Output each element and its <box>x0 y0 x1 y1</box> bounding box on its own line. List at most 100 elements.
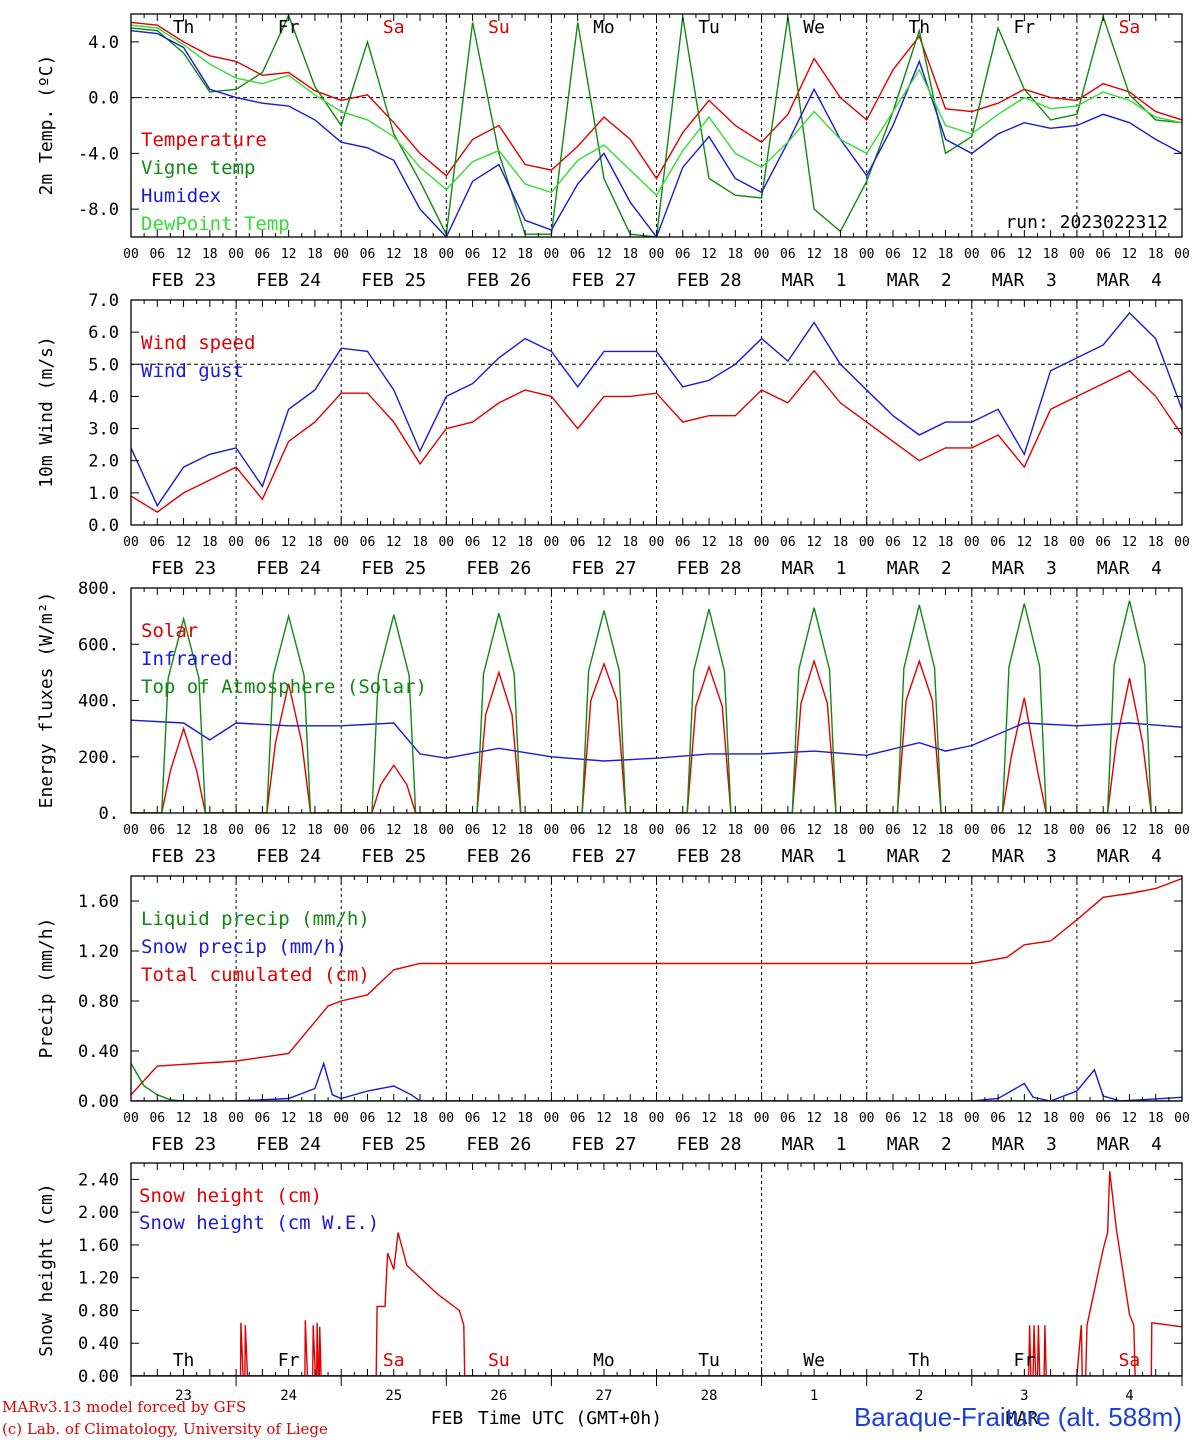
y-tick-label: 0.0 <box>88 516 119 536</box>
date-label: FEB 25 <box>361 558 426 579</box>
date-label: MAR 3 <box>992 270 1057 291</box>
hour-tick-label: 12 <box>491 823 507 838</box>
hour-tick-label: 18 <box>727 1111 743 1126</box>
hour-tick-label: 18 <box>622 1111 638 1126</box>
station-name: Baraque-Fraiture (alt. 588m) <box>853 1402 1182 1432</box>
hour-tick-label: 00 <box>438 535 454 550</box>
date-label: MAR 2 <box>887 270 952 291</box>
hour-tick-label: 00 <box>123 1111 139 1126</box>
date-label: MAR 3 <box>992 558 1057 579</box>
legend-entry: Infrared <box>141 648 233 670</box>
hour-tick-label: 18 <box>202 247 218 262</box>
weekday-label: Tu <box>698 17 720 38</box>
hour-tick-label: 00 <box>438 823 454 838</box>
weekday-label-bottom: Sa <box>383 1350 405 1371</box>
hour-tick-label: 12 <box>911 823 927 838</box>
hour-tick-label: 00 <box>1069 535 1085 550</box>
date-label: FEB 25 <box>361 846 426 867</box>
day-number-label: 28 <box>701 1388 718 1404</box>
hour-tick-label: 12 <box>281 1111 297 1126</box>
hour-tick-label: 18 <box>1043 823 1059 838</box>
hour-tick-label: 12 <box>1017 1111 1033 1126</box>
hour-tick-label: 18 <box>938 247 954 262</box>
hour-tick-label: 06 <box>149 247 165 262</box>
hour-tick-label: 18 <box>727 247 743 262</box>
hour-tick-label: 00 <box>228 535 244 550</box>
day-number-label: 4 <box>1125 1388 1133 1404</box>
hour-tick-label: 12 <box>911 247 927 262</box>
hour-tick-label: 00 <box>544 247 560 262</box>
day-number-label: 1 <box>810 1388 818 1404</box>
series-line-temperature <box>131 21 1182 180</box>
date-label: MAR 3 <box>992 846 1057 867</box>
hour-tick-label: 00 <box>123 247 139 262</box>
legend-entry: Humidex <box>141 185 221 207</box>
day-number-label: 2 <box>915 1388 923 1404</box>
hour-tick-label: 06 <box>1095 247 1111 262</box>
weekday-label-bottom: Sa <box>1119 1350 1141 1371</box>
hour-tick-label: 18 <box>833 823 849 838</box>
hour-tick-label: 00 <box>1069 247 1085 262</box>
weekday-label: Sa <box>383 17 405 38</box>
hour-tick-label: 12 <box>596 535 612 550</box>
hour-tick-label: 12 <box>911 1111 927 1126</box>
date-label: FEB 27 <box>571 846 636 867</box>
hour-tick-label: 18 <box>622 535 638 550</box>
hour-tick-label: 12 <box>701 247 717 262</box>
hour-tick-label: 00 <box>964 247 980 262</box>
hour-tick-label: 06 <box>990 247 1006 262</box>
hour-tick-label: 06 <box>570 535 586 550</box>
hour-tick-label: 18 <box>517 247 533 262</box>
y-tick-label: 6.0 <box>88 323 119 343</box>
date-label: FEB 27 <box>571 558 636 579</box>
weekday-label: Sa <box>1119 17 1141 38</box>
hour-tick-label: 06 <box>990 823 1006 838</box>
series-line-wind-gust <box>131 311 1182 508</box>
series-line-top-of-atmosphere-solar- <box>131 600 1182 813</box>
y-tick-label: 5.0 <box>88 355 119 375</box>
date-label: FEB 23 <box>151 558 216 579</box>
hour-tick-label: 00 <box>333 823 349 838</box>
hour-tick-label: 00 <box>754 247 770 262</box>
hour-tick-label: 00 <box>544 535 560 550</box>
credit-line-lab: (c) Lab. of Climatology, University of L… <box>2 1420 328 1438</box>
hour-tick-label: 12 <box>386 823 402 838</box>
hour-tick-label: 18 <box>622 823 638 838</box>
weekday-label: Fr <box>278 17 300 38</box>
hour-tick-label: 12 <box>701 1111 717 1126</box>
hour-tick-label: 12 <box>281 247 297 262</box>
hour-tick-label: 12 <box>1122 535 1138 550</box>
hour-tick-label: 00 <box>859 535 875 550</box>
hour-tick-label: 12 <box>491 535 507 550</box>
hour-tick-label: 00 <box>1174 823 1190 838</box>
y-tick-label: 0.80 <box>78 1301 119 1321</box>
day-number-label: 25 <box>385 1388 402 1404</box>
hour-tick-label: 18 <box>833 535 849 550</box>
hour-tick-label: 00 <box>333 247 349 262</box>
weekday-label: Fr <box>1014 17 1036 38</box>
hour-tick-label: 18 <box>307 535 323 550</box>
hour-tick-label: 06 <box>570 1111 586 1126</box>
y-tick-label: 3.0 <box>88 420 119 440</box>
month-label-feb: FEB <box>431 1408 464 1429</box>
hour-tick-label: 06 <box>149 823 165 838</box>
hour-tick-label: 18 <box>202 823 218 838</box>
hour-tick-label: 12 <box>491 247 507 262</box>
hour-tick-label: 06 <box>990 1111 1006 1126</box>
panel-4 <box>130 875 1183 1102</box>
date-label: FEB 28 <box>677 270 742 291</box>
hour-tick-label: 00 <box>438 1111 454 1126</box>
hour-tick-label: 18 <box>412 823 428 838</box>
legend-entry: Vigne temp <box>141 157 255 179</box>
y-axis-label: Snow height (cm) <box>36 1183 57 1356</box>
hour-tick-label: 06 <box>780 1111 796 1126</box>
y-tick-label: 0.0 <box>88 89 119 109</box>
hour-tick-label: 00 <box>228 247 244 262</box>
hour-tick-label: 18 <box>1148 823 1164 838</box>
y-tick-label: 4.0 <box>88 387 119 407</box>
month-label-mar: MAR <box>1006 1408 1039 1429</box>
date-label: MAR 1 <box>782 270 847 291</box>
y-tick-label: 0. <box>99 804 119 824</box>
hour-tick-label: 18 <box>1148 247 1164 262</box>
date-label: FEB 25 <box>361 270 426 291</box>
